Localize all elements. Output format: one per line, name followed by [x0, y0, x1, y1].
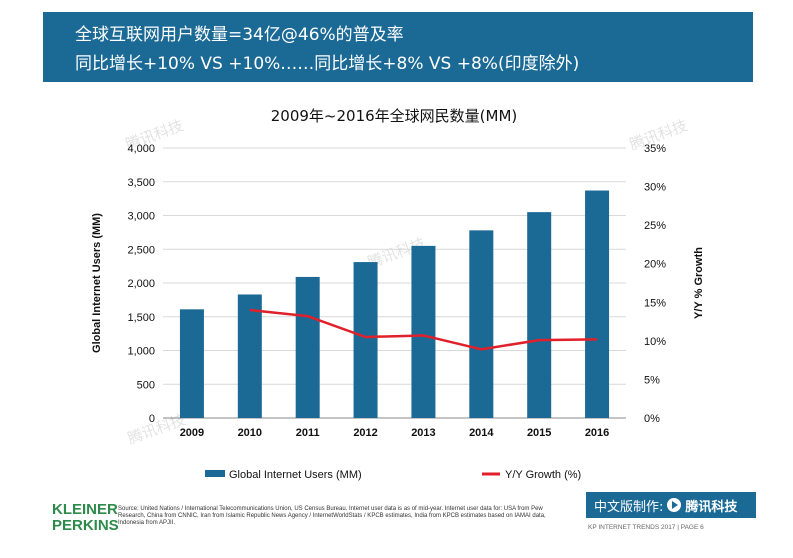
- growth-line: [249, 308, 598, 351]
- x-tick-label: 2013: [411, 427, 435, 439]
- y2-tick-label: 20%: [644, 259, 666, 271]
- legend-label-bars: Global Internet Users (MM): [229, 469, 362, 481]
- y-tick-label: 3,000: [127, 211, 155, 223]
- y2-tick-label: 25%: [644, 220, 666, 232]
- y-axis-label: Global Internet Users (MM): [91, 213, 103, 353]
- y-tick-label: 3,500: [127, 177, 155, 189]
- headline-line-2: 同比增长+10% VS +10%……同比增长+8% VS +8%(印度除外): [75, 54, 580, 74]
- watermark: 腾讯科技: [125, 410, 188, 447]
- y-tick-label: 1,500: [127, 312, 155, 324]
- kleiner-perkins-logo: KLEINER PERKINS: [52, 502, 119, 534]
- x-tick-label: 2009: [180, 427, 204, 439]
- y-tick-label: 0: [149, 413, 155, 425]
- y2-tick-label: 35%: [644, 143, 666, 155]
- legend-label-line: Y/Y Growth (%): [505, 469, 581, 481]
- bar: [585, 190, 610, 418]
- y2-tick-label: 15%: [644, 297, 666, 309]
- x-tick-label: 2015: [527, 427, 551, 439]
- x-tick-label: 2011: [296, 427, 320, 439]
- bar: [411, 245, 436, 418]
- tencent-play-icon: [667, 498, 682, 512]
- bar: [353, 262, 378, 418]
- bar: [295, 276, 320, 418]
- page-info: KP INTERNET TRENDS 2017 | PAGE 6: [588, 524, 704, 531]
- badge-brand: 腾讯科技: [685, 499, 738, 515]
- y-tick-label: 2,500: [127, 244, 155, 256]
- chart-title: 2009年~2016年全球网民数量(MM): [271, 107, 518, 125]
- x-tick-label: 2016: [585, 427, 609, 439]
- legend-swatch-bars: [205, 470, 225, 477]
- header-banner: 全球互联网用户数量=34亿@46%的普及率 同比增长+10% VS +10%………: [43, 12, 753, 82]
- y-tick-label: 4,000: [127, 143, 155, 155]
- y2-tick-label: 0%: [644, 413, 660, 425]
- y-tick-label: 1,000: [127, 346, 155, 358]
- producer-badge: 中文版制作: 腾讯科技: [586, 492, 756, 518]
- y2-tick-label: 5%: [644, 374, 660, 386]
- badge-label: 中文版制作:: [594, 499, 664, 515]
- source-note: Source: United Nations / International T…: [118, 506, 546, 526]
- x-tick-label: 2014: [469, 427, 494, 439]
- logo-line-1: KLEINER: [52, 501, 118, 518]
- bar: [527, 212, 552, 418]
- y2-tick-label: 10%: [644, 336, 666, 348]
- bar: [469, 230, 494, 418]
- bar: [237, 294, 262, 418]
- y2-axis-label: Y/Y % Growth: [693, 247, 705, 319]
- chart-area: 2009年~2016年全球网民数量(MM)腾讯科技腾讯科技腾讯科技腾讯科技050…: [91, 107, 705, 481]
- x-tick-label: 2012: [353, 427, 377, 439]
- headline-line-1: 全球互联网用户数量=34亿@46%的普及率: [75, 25, 404, 45]
- y2-tick-label: 30%: [644, 182, 666, 194]
- bar: [179, 309, 204, 418]
- y-tick-label: 500: [137, 379, 155, 391]
- logo-line-2: PERKINS: [52, 517, 119, 534]
- y-tick-label: 2,000: [127, 278, 155, 290]
- x-tick-label: 2010: [238, 427, 262, 439]
